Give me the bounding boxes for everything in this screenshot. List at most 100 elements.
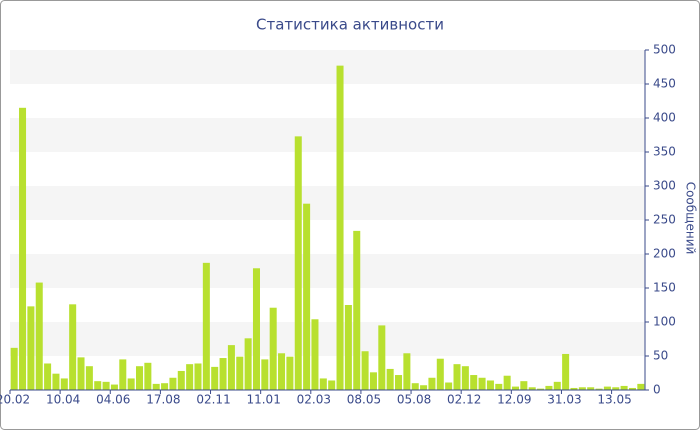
x-tick-label: 04.06: [96, 393, 130, 407]
x-tick-label: 08.05: [347, 393, 381, 407]
y-tick-label: 400: [653, 111, 676, 125]
bar: [436, 358, 444, 390]
bar: [94, 381, 102, 390]
bar: [278, 353, 286, 390]
grid-band: [10, 50, 645, 84]
y-axis-title: Сообщений: [684, 182, 698, 255]
grid-band: [10, 118, 645, 152]
bar: [227, 345, 235, 390]
x-tick-label: 13.05: [597, 393, 631, 407]
chart-title: Статистика активности: [256, 16, 444, 34]
bar: [428, 377, 436, 390]
bar: [202, 262, 210, 390]
bar: [553, 381, 561, 390]
bar: [495, 383, 503, 390]
bar: [294, 136, 302, 390]
grid-band: [10, 186, 645, 220]
bar: [403, 353, 411, 390]
x-tick-label: 10.04: [46, 393, 80, 407]
bar: [386, 368, 394, 390]
bar: [286, 356, 294, 390]
bar: [637, 383, 645, 390]
bar: [445, 382, 453, 390]
bar: [27, 306, 35, 390]
bar: [353, 230, 361, 390]
bar: [478, 377, 486, 390]
bar: [161, 383, 169, 390]
y-tick-label: 300: [653, 179, 676, 193]
bar: [395, 375, 403, 390]
x-tick-label: 12.09: [497, 393, 531, 407]
y-tick-label: 250: [653, 213, 676, 227]
x-tick-label: 02.11: [196, 393, 230, 407]
bar: [344, 305, 352, 390]
y-tick-label: 50: [653, 349, 668, 363]
bar: [303, 203, 311, 390]
y-tick-label: 100: [653, 315, 676, 329]
bar: [152, 383, 160, 390]
bar: [144, 362, 152, 390]
bar: [119, 359, 127, 390]
y-tick-label: 450: [653, 77, 676, 91]
bar: [252, 268, 260, 390]
bar: [236, 356, 244, 390]
y-tick-label: 500: [653, 43, 676, 57]
bar: [269, 307, 277, 390]
bar: [77, 357, 85, 390]
bar: [503, 375, 511, 390]
bar: [537, 388, 545, 390]
bar: [511, 386, 520, 390]
x-tick-label: 17.08: [146, 393, 180, 407]
x-tick-label: 02.12: [447, 393, 481, 407]
bar: [261, 359, 269, 390]
bar: [570, 387, 578, 390]
bar: [135, 366, 144, 390]
bar: [311, 319, 319, 390]
bar: [10, 347, 18, 390]
bar: [19, 107, 27, 391]
x-tick-label: 11.01: [246, 393, 280, 407]
bar: [486, 380, 494, 390]
y-tick-label: 350: [653, 145, 676, 159]
bar: [60, 378, 68, 390]
x-tick-label: 20.02: [0, 393, 30, 407]
bar: [127, 378, 135, 390]
bar: [520, 381, 528, 390]
bar: [628, 387, 636, 390]
x-tick-label: 02.03: [297, 393, 331, 407]
bar: [612, 387, 620, 390]
x-tick-label: 05.08: [397, 393, 431, 407]
bar: [603, 386, 611, 390]
bar: [336, 65, 344, 390]
bar: [453, 364, 461, 390]
bar: [595, 388, 603, 390]
bar: [35, 282, 43, 390]
bar: [52, 373, 60, 390]
bar: [186, 364, 194, 390]
grid-band: [10, 254, 645, 288]
bar: [545, 385, 553, 390]
bar: [194, 363, 202, 390]
bar: [319, 378, 327, 390]
bar: [219, 358, 227, 390]
x-tick-label: 31.03: [547, 393, 581, 407]
bar: [244, 338, 252, 390]
bar: [470, 375, 478, 390]
bar: [110, 384, 118, 390]
grid-band: [10, 322, 645, 356]
bar: [528, 387, 536, 390]
bar: [411, 383, 419, 390]
bar: [378, 325, 386, 390]
bar: [369, 372, 377, 390]
bar: [169, 377, 177, 390]
bar: [211, 366, 219, 390]
bar: [461, 366, 469, 390]
bar: [361, 351, 369, 390]
y-tick-label: 200: [653, 247, 676, 261]
bar: [69, 304, 77, 390]
bar: [328, 380, 336, 390]
bar: [85, 366, 93, 390]
bar: [102, 381, 110, 390]
bar: [177, 370, 185, 390]
